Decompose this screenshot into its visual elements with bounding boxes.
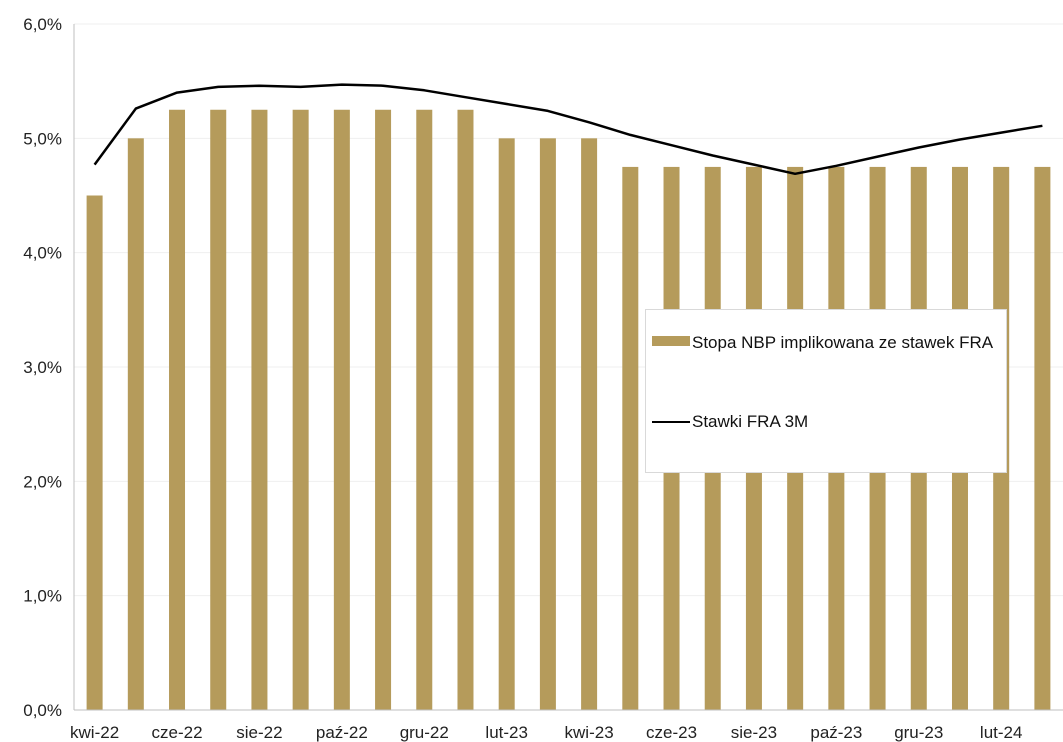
axes — [73, 24, 1063, 711]
bar — [416, 109, 433, 710]
y-tick-label: 3,0% — [23, 358, 62, 377]
x-tick-label: paź-22 — [316, 723, 368, 742]
x-tick-label: paź-23 — [810, 723, 862, 742]
x-tick-label: sie-22 — [236, 723, 282, 742]
bar — [251, 109, 268, 710]
line-series — [93, 83, 1043, 176]
x-tick-label: kwi-22 — [70, 723, 119, 742]
x-tick-label: lut-24 — [980, 723, 1023, 742]
bar — [622, 166, 639, 710]
legend: Stopa NBP implikowana ze stawek FRA Staw… — [645, 309, 1007, 473]
bar — [457, 109, 474, 710]
y-tick-label: 4,0% — [23, 244, 62, 263]
x-tick-label: lut-23 — [485, 723, 528, 742]
bar — [210, 109, 227, 710]
x-tick-label: sie-23 — [731, 723, 777, 742]
bar — [581, 138, 598, 711]
bar — [539, 138, 556, 711]
bar — [86, 195, 103, 710]
bar — [169, 109, 186, 710]
fra-line — [93, 83, 1043, 176]
x-axis-ticks: kwi-22 cze-22 sie-22 paź-22 gru-22 lut-23 kwi-… — [70, 723, 1022, 742]
y-tick-label: 2,0% — [23, 472, 62, 491]
bar — [375, 109, 392, 710]
x-tick-label: gru-23 — [894, 723, 943, 742]
bar — [127, 138, 144, 711]
bar — [498, 138, 515, 711]
y-tick-label: 1,0% — [23, 587, 62, 606]
x-tick-label: gru-22 — [400, 723, 449, 742]
x-tick-label: cze-22 — [152, 723, 203, 742]
bar — [1034, 166, 1051, 710]
y-tick-label: 0,0% — [23, 701, 62, 720]
bar — [292, 109, 309, 710]
y-tick-label: 5,0% — [23, 129, 62, 148]
legend-label-bars: Stopa NBP implikowana ze stawek FRA — [692, 333, 994, 352]
y-tick-label: 6,0% — [23, 15, 62, 34]
x-tick-label: kwi-23 — [565, 723, 614, 742]
x-tick-label: cze-23 — [646, 723, 697, 742]
gridlines — [74, 23, 1063, 597]
legend-label-line: Stawki FRA 3M — [692, 412, 809, 431]
legend-swatch-bar — [652, 336, 690, 346]
y-axis-ticks: 0,0% 1,0% 2,0% 3,0% 4,0% 5,0% 6,0% — [23, 15, 62, 720]
bar — [333, 109, 350, 710]
legend-swatch-line — [652, 421, 690, 423]
